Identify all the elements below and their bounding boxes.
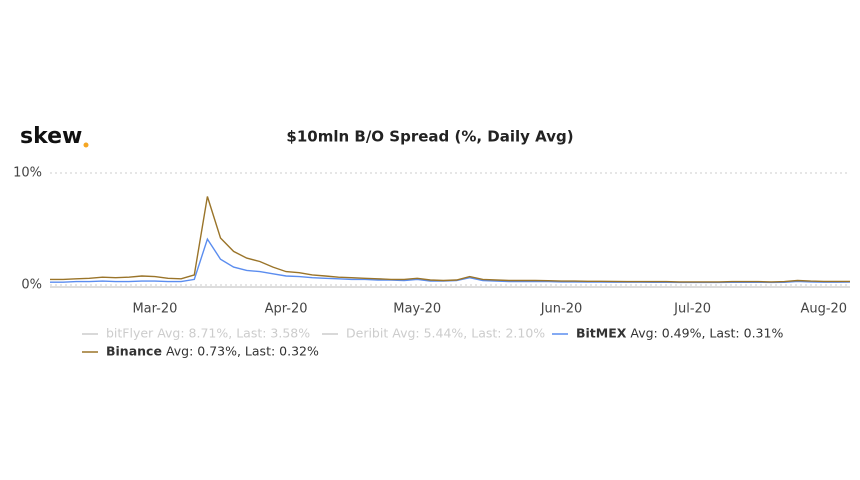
x-tick-label: Apr-20 xyxy=(265,302,308,317)
logo-dot xyxy=(83,142,89,148)
x-tick-label: Aug-20 xyxy=(800,302,847,317)
legend-name[interactable]: BitMEX xyxy=(576,326,627,341)
chart-title: $10mln B/O Spread (%, Daily Avg) xyxy=(286,128,573,146)
x-tick-label: Jun-20 xyxy=(540,302,583,317)
legend-name[interactable]: Binance xyxy=(106,344,162,359)
legend-stats: Avg: 5.44%, Last: 2.10% xyxy=(392,326,545,341)
x-tick-label: May-20 xyxy=(393,302,441,317)
legend-name[interactable]: Deribit xyxy=(346,326,388,341)
x-tick-label: Mar-20 xyxy=(132,302,177,317)
legend-stats: Avg: 8.71%, Last: 3.58% xyxy=(157,326,310,341)
x-tick-label: Jul-20 xyxy=(673,302,711,317)
legend-stats: Avg: 0.73%, Last: 0.32% xyxy=(166,344,319,359)
legend-name[interactable]: bitFlyer xyxy=(106,326,154,341)
y-tick-label: 0% xyxy=(21,278,42,293)
legend-stats: Avg: 0.49%, Last: 0.31% xyxy=(630,326,783,341)
y-tick-label: 10% xyxy=(13,166,42,181)
logo: skew xyxy=(20,124,82,149)
series-line xyxy=(50,237,851,284)
series-line xyxy=(50,196,850,283)
